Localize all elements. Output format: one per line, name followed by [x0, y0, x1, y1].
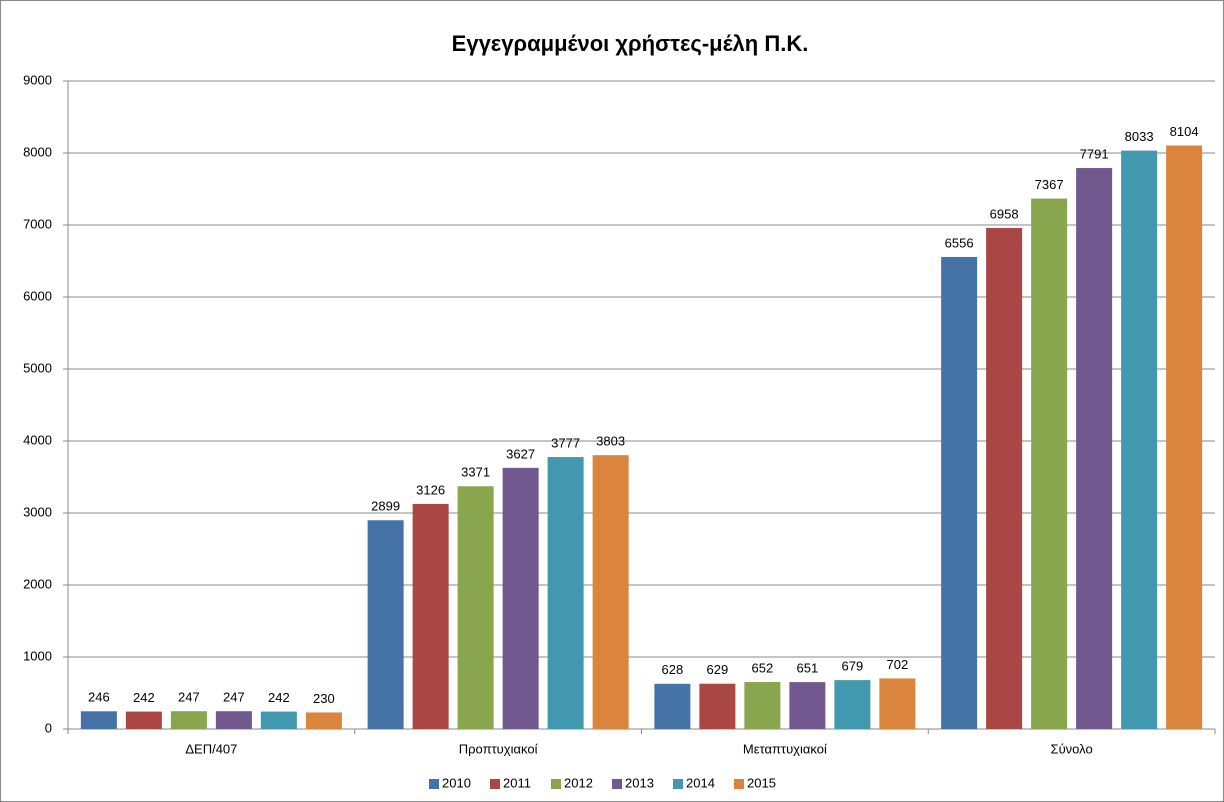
- data-label: 651: [797, 661, 819, 676]
- bar: [367, 520, 404, 729]
- bar: [592, 455, 629, 729]
- legend-label: 2010: [442, 775, 471, 790]
- legend-swatch: [734, 779, 744, 789]
- bar: [305, 712, 342, 729]
- data-label: 7367: [1035, 177, 1064, 192]
- legend-swatch: [673, 779, 683, 789]
- bar: [170, 711, 207, 729]
- bar: [1121, 150, 1158, 729]
- chart-title: Εγγεγραμμένοι χρήστες-μέλη Π.Κ.: [452, 31, 809, 56]
- bar: [1076, 168, 1113, 730]
- bar: [941, 256, 978, 729]
- y-tick-label: 9000: [23, 72, 52, 87]
- y-tick-label: 3000: [23, 504, 52, 519]
- bar: [879, 678, 916, 729]
- data-label: 8104: [1170, 124, 1199, 139]
- data-label: 2899: [371, 499, 400, 514]
- legend-swatch: [551, 779, 561, 789]
- bar: [80, 711, 117, 729]
- data-label: 6556: [945, 235, 974, 250]
- legend-swatch: [612, 779, 622, 789]
- data-label: 702: [887, 657, 909, 672]
- data-label: 247: [178, 690, 200, 705]
- data-label: 3126: [416, 482, 445, 497]
- y-tick-label: 7000: [23, 216, 52, 231]
- legend-label: 2015: [747, 775, 776, 790]
- data-label: 3803: [596, 434, 625, 449]
- data-label: 8033: [1125, 129, 1154, 144]
- legend-swatch: [429, 779, 439, 789]
- bar: [1031, 198, 1068, 730]
- x-tick-label: Προπτυχιακοί: [459, 741, 538, 756]
- data-label: 246: [88, 690, 110, 705]
- x-tick-label: Σύνολο: [1051, 741, 1093, 756]
- y-tick-label: 0: [45, 720, 52, 735]
- y-tick-label: 8000: [23, 144, 52, 159]
- bar: [260, 711, 297, 729]
- data-label: 629: [707, 662, 729, 677]
- data-label: 7791: [1080, 146, 1109, 161]
- x-tick-label: Μεταπτυχιακοί: [743, 741, 827, 756]
- legend-label: 2013: [625, 775, 654, 790]
- bar: [744, 682, 781, 729]
- legend-label: 2012: [564, 775, 593, 790]
- data-label: 247: [223, 690, 245, 705]
- legend-label: 2011: [503, 775, 531, 790]
- y-tick-label: 5000: [23, 360, 52, 375]
- bar: [789, 682, 826, 729]
- bar: [412, 503, 449, 729]
- bar: [215, 711, 252, 729]
- bar: [699, 683, 736, 729]
- data-label: 242: [268, 690, 290, 705]
- bar: [125, 711, 162, 729]
- data-label: 6958: [990, 206, 1019, 221]
- bar: [502, 467, 539, 729]
- bar: [834, 680, 871, 729]
- bar: [1166, 145, 1203, 730]
- legend-label: 2014: [686, 775, 715, 790]
- y-tick-label: 2000: [23, 576, 52, 591]
- y-tick-label: 1000: [23, 648, 52, 663]
- data-label: 230: [313, 691, 335, 706]
- bar: [457, 486, 494, 729]
- data-label: 3777: [551, 435, 580, 450]
- legend-swatch: [490, 779, 500, 789]
- bar: [654, 683, 691, 729]
- bar: [986, 228, 1023, 730]
- data-label: 679: [842, 659, 864, 674]
- y-tick-label: 6000: [23, 288, 52, 303]
- x-tick-label: ΔΕΠ/407: [185, 741, 237, 756]
- data-label: 242: [133, 690, 155, 705]
- data-label: 652: [752, 660, 774, 675]
- data-label: 3627: [506, 446, 535, 461]
- y-tick-label: 4000: [23, 432, 52, 447]
- data-label: 628: [662, 662, 684, 677]
- data-label: 3371: [461, 465, 490, 480]
- bar: [547, 457, 584, 729]
